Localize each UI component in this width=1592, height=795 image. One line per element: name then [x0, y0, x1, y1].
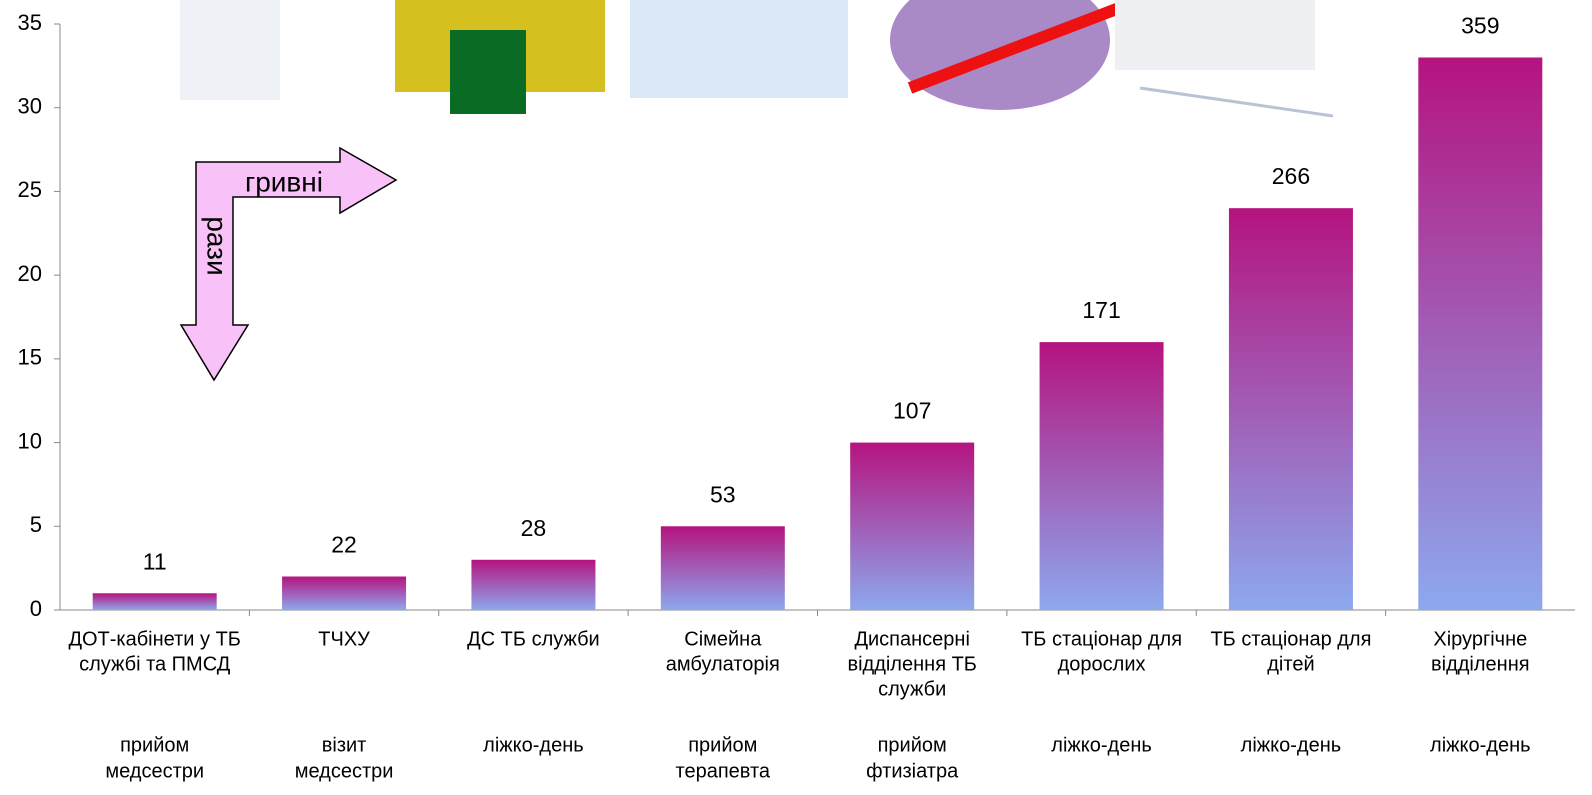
- bar: [660, 526, 785, 610]
- x-tick-label: служби: [878, 678, 946, 700]
- x-tick-label: дорослих: [1058, 653, 1146, 675]
- arrows: [179, 146, 398, 382]
- doctor-picture: [180, 0, 280, 100]
- unit-label: медсестри: [295, 760, 394, 782]
- tap-door: [450, 30, 526, 114]
- x-tick-label: Хірургічне: [1433, 628, 1527, 650]
- unit-label: прийом: [688, 734, 757, 756]
- unit-label: ліжко-день: [1430, 734, 1531, 756]
- y-tick-label: 5: [30, 512, 42, 537]
- y-tick-label: 10: [18, 428, 42, 453]
- x-tick-label: відділення ТБ: [847, 653, 976, 675]
- y-tick-label: 20: [18, 261, 42, 286]
- y-tick-label: 35: [18, 10, 42, 35]
- x-tick-label: ТБ стаціонар для: [1021, 628, 1182, 650]
- x-tick-label: амбулаторія: [666, 653, 780, 675]
- cost-label: 171: [1082, 297, 1120, 323]
- x-tick-label: службі та ПМСД: [79, 653, 231, 675]
- unit-label: терапевта: [676, 760, 771, 782]
- bar: [850, 442, 975, 610]
- horizontal-arrow-label: гривні: [245, 166, 323, 197]
- bar: [282, 576, 407, 610]
- tubes-picture: [1115, 0, 1315, 70]
- unit-label: медсестри: [105, 760, 204, 782]
- y-tick-label: 25: [18, 177, 42, 202]
- x-tick-label: відділення: [1431, 653, 1530, 675]
- pipette: [1139, 86, 1334, 118]
- bar: [1418, 57, 1543, 610]
- x-tick-label: Диспансерні: [854, 628, 969, 650]
- x-tick-label: ТБ стаціонар для: [1210, 628, 1371, 650]
- cook-picture: [630, 0, 848, 98]
- vertical-arrow-label: рази: [202, 216, 233, 275]
- bar: [1039, 342, 1164, 610]
- unit-label: фтизіатра: [866, 760, 959, 782]
- y-tick-label: 30: [18, 94, 42, 119]
- unit-label: ліжко-день: [1241, 734, 1342, 756]
- y-tick-label: 15: [18, 345, 42, 370]
- cost-label: 11: [143, 548, 167, 574]
- unit-label: ліжко-день: [483, 734, 584, 756]
- cost-label: 107: [893, 398, 931, 424]
- x-tick-label: дітей: [1267, 653, 1314, 675]
- x-tick-label: ТЧХУ: [318, 628, 370, 650]
- unit-label: візит: [322, 734, 367, 756]
- x-tick-label: ДОТ-кабінети у ТБ: [68, 628, 240, 650]
- x-tick-label: Сімейна: [684, 628, 762, 650]
- cross-line: [907, 0, 1143, 94]
- cost-label: 266: [1272, 163, 1310, 189]
- unit-label: прийом: [120, 734, 189, 756]
- unit-label: ліжко-день: [1051, 734, 1152, 756]
- bar: [471, 559, 596, 610]
- y-tick-label: 0: [30, 596, 42, 621]
- bar: [1228, 208, 1353, 610]
- unit-label: прийом: [878, 734, 947, 756]
- cost-label: 22: [331, 532, 357, 558]
- bar: [92, 593, 217, 610]
- decorations: гривні рази: [179, 0, 1334, 382]
- cost-label: 359: [1461, 13, 1499, 39]
- x-tick-label: ДС ТБ служби: [467, 628, 600, 650]
- cost-label: 28: [521, 515, 547, 541]
- cost-label: 53: [710, 481, 736, 507]
